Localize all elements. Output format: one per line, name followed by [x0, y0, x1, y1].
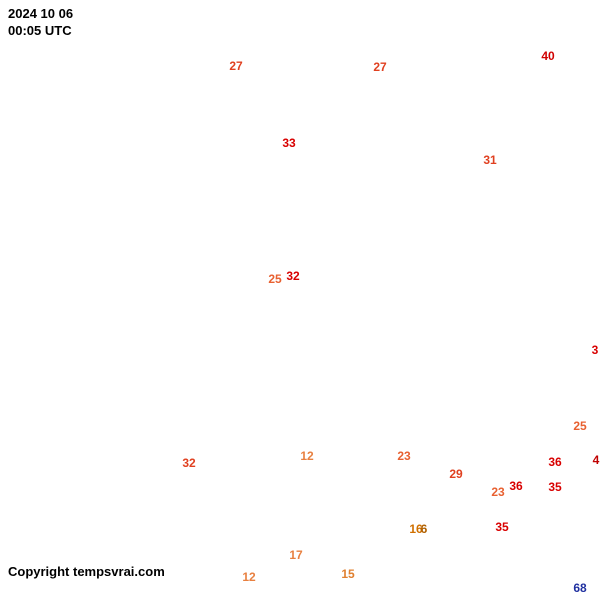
time-line: 00:05 UTC [8, 23, 73, 40]
date-line: 2024 10 06 [8, 6, 73, 23]
data-point: 33 [282, 136, 295, 150]
data-point: 32 [286, 269, 299, 283]
data-point: 27 [229, 59, 242, 73]
copyright-text: Copyright tempsvrai.com [8, 564, 165, 579]
data-point: 36 [548, 455, 561, 469]
data-point: 17 [289, 548, 302, 562]
data-point: 32 [182, 456, 195, 470]
data-point: 27 [373, 60, 386, 74]
data-point: 6 [421, 522, 428, 536]
data-point: 40 [541, 49, 554, 63]
data-point: 12 [242, 570, 255, 584]
data-point: 4 [593, 453, 600, 467]
data-point: 68 [573, 581, 586, 595]
data-point: 25 [268, 272, 281, 286]
data-point: 15 [341, 567, 354, 581]
data-point: 3 [592, 343, 599, 357]
data-point: 25 [573, 419, 586, 433]
data-point: 29 [449, 467, 462, 481]
timestamp-header: 2024 10 06 00:05 UTC [8, 6, 73, 40]
data-point: 35 [548, 480, 561, 494]
data-point: 23 [491, 485, 504, 499]
data-point: 31 [483, 153, 496, 167]
data-point: 12 [300, 449, 313, 463]
data-point: 36 [509, 479, 522, 493]
data-point: 35 [495, 520, 508, 534]
data-point: 23 [397, 449, 410, 463]
